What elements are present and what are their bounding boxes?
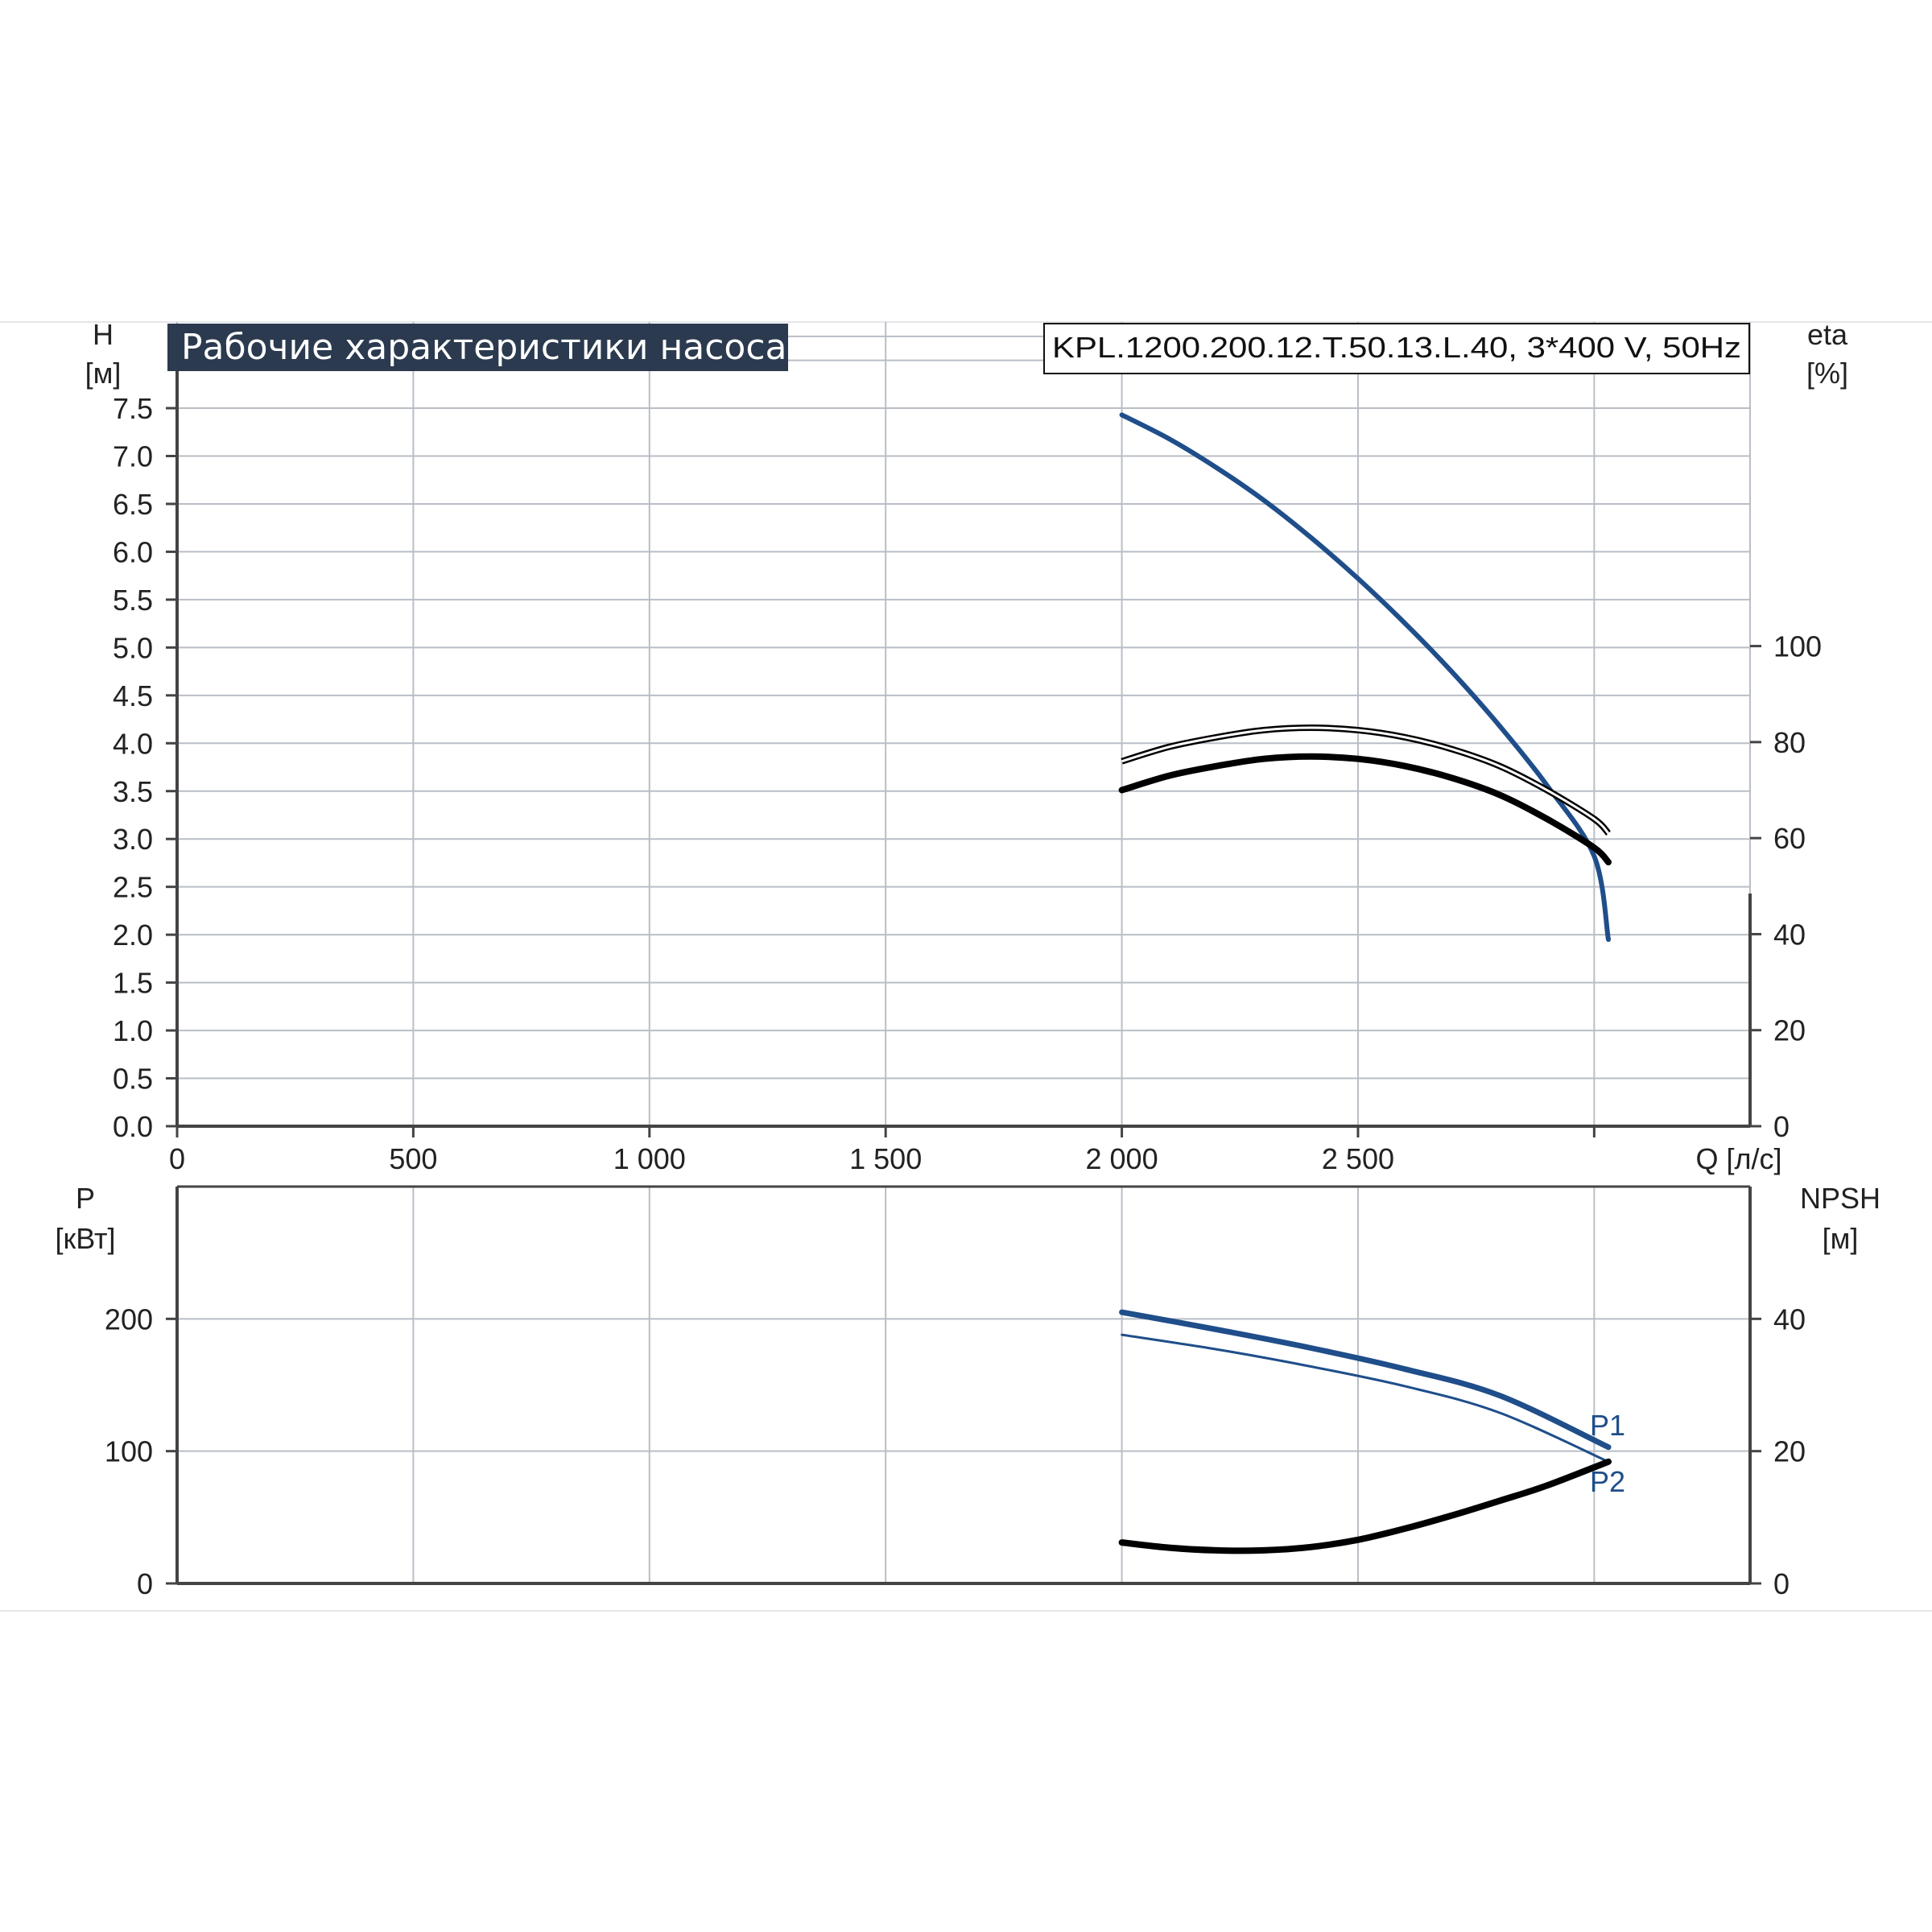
top-panel-curves xyxy=(1118,412,1612,943)
h-tick-label: 5.0 xyxy=(113,631,153,664)
p-tick-label: 100 xyxy=(105,1435,153,1468)
p1-curve xyxy=(1119,1309,1612,1451)
model-label-box xyxy=(1043,323,1750,374)
npsh-tick-label: 0 xyxy=(1773,1567,1790,1600)
h-tick-label: 4.0 xyxy=(113,727,153,760)
eta-tick-label: 80 xyxy=(1773,726,1806,759)
bottom-series-2-curve xyxy=(1118,1458,1612,1554)
h-tick-label: 7.0 xyxy=(113,440,153,473)
h-tick-label: 2.5 xyxy=(113,871,153,904)
p-axis-unit: [кВт] xyxy=(55,1222,115,1255)
p2-curve xyxy=(1121,1333,1610,1463)
top-series-0-curve xyxy=(1119,412,1611,943)
chart-axes xyxy=(175,370,1752,1585)
q-axis-title: Q [л/с] xyxy=(1695,1142,1781,1175)
npsh-tick-label: 20 xyxy=(1773,1435,1806,1468)
h-tick-label: 7.5 xyxy=(113,392,153,425)
eta-tick-label: 20 xyxy=(1773,1014,1806,1047)
h-tick-label: 6.5 xyxy=(113,488,153,521)
h-tick-label: 1.5 xyxy=(113,967,153,1000)
chart-title-box xyxy=(167,324,788,371)
q-tick-label: 0 xyxy=(169,1142,185,1175)
p1-label: P1 xyxy=(1590,1409,1625,1442)
top-series-2-curve xyxy=(1118,753,1612,865)
top-series-1-inner xyxy=(1121,726,1610,835)
bottom-panel-curves xyxy=(1118,1309,1612,1554)
q-tick-label: 2 500 xyxy=(1322,1142,1394,1175)
top-panel-grid xyxy=(176,322,1751,1127)
npsh-axis-title: NPSH xyxy=(1800,1182,1880,1215)
h-tick-label: 2.0 xyxy=(113,919,153,952)
eta-tick-label: 40 xyxy=(1773,918,1806,951)
h-tick-label: 4.5 xyxy=(113,679,153,712)
eta-axis-title: eta xyxy=(1807,318,1848,351)
tick-labels: 0.0 0.5 1.0 1.5 2.0 2.5 3.0 3.5 4.0 4.5 5.0 5.5 6.0 6… xyxy=(105,392,1822,1600)
model-label: KPL.1200.200.12.T.50.13.L.40, 3*400 V, 5… xyxy=(1052,331,1741,364)
q-tick-label: 2 000 xyxy=(1086,1142,1158,1175)
p-tick-label: 200 xyxy=(105,1302,153,1335)
h-tick-label: 0.5 xyxy=(113,1063,153,1096)
chart-title: Рабочие характеристики насоса xyxy=(181,327,786,368)
npsh-tick-label: 40 xyxy=(1773,1302,1806,1335)
h-tick-label: 3.5 xyxy=(113,775,153,808)
h-axis-title: H xyxy=(93,318,114,351)
q-tick-label: 1 000 xyxy=(613,1142,686,1175)
q-tick-label: 500 xyxy=(389,1142,437,1175)
npsh-axis-unit: [м] xyxy=(1823,1222,1859,1255)
p2-label: P2 xyxy=(1590,1465,1625,1498)
eta-tick-label: 60 xyxy=(1773,822,1806,855)
q-tick-label: 1 500 xyxy=(849,1142,922,1175)
h-tick-label: 0.0 xyxy=(113,1110,153,1143)
h-tick-label: 1.0 xyxy=(113,1014,153,1047)
bottom-panel-grid xyxy=(176,1185,1751,1584)
h-tick-label: 5.5 xyxy=(113,584,153,617)
h-axis-unit: [м] xyxy=(85,357,122,390)
h-tick-label: 6.0 xyxy=(113,535,153,568)
p-axis-title: P xyxy=(76,1182,95,1215)
p-tick-label: 0 xyxy=(137,1567,153,1600)
eta-axis-unit: [%] xyxy=(1806,357,1848,390)
eta-tick-label: 100 xyxy=(1773,630,1822,663)
h-tick-label: 3.0 xyxy=(113,823,153,856)
eta-tick-label: 0 xyxy=(1773,1110,1790,1143)
